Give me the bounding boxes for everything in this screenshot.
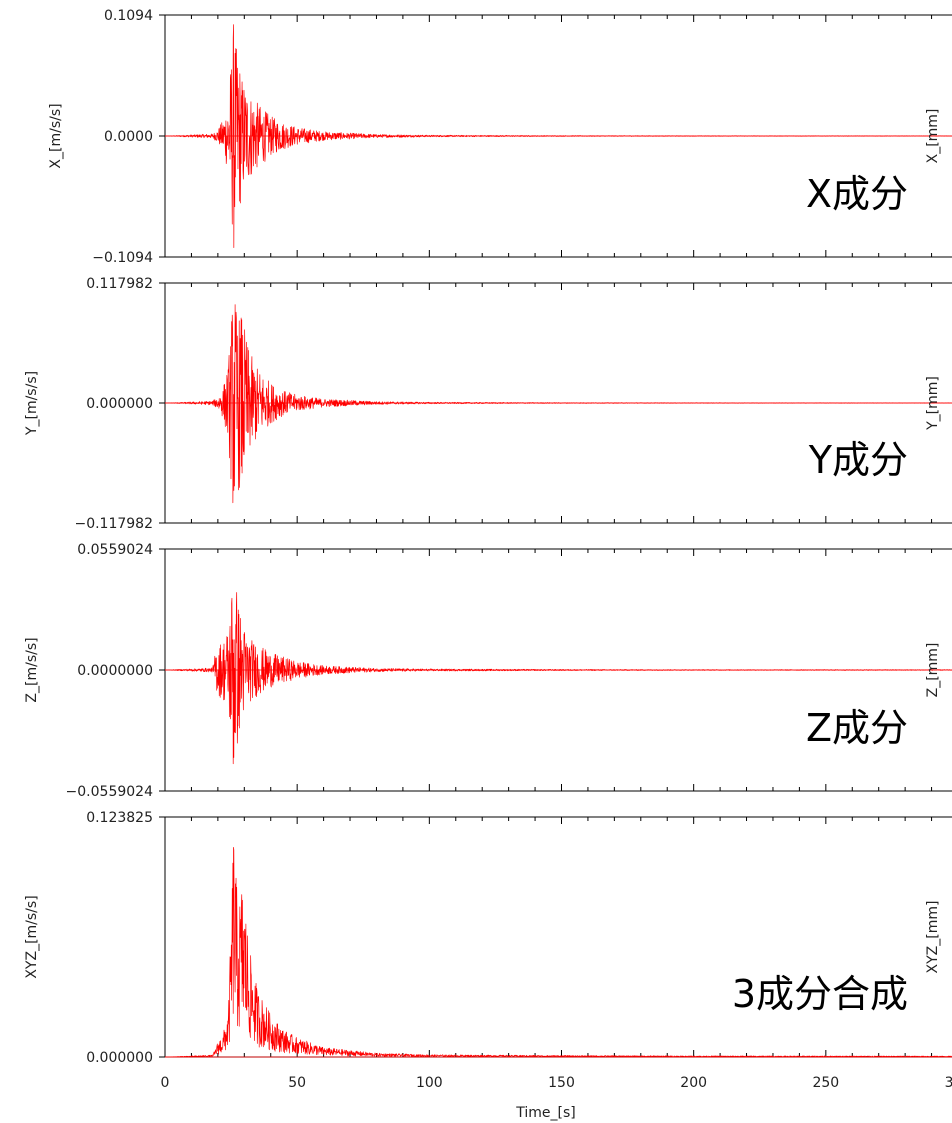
y-tick-label: −0.117982 <box>74 516 153 532</box>
y-tick-label: 0.117982 <box>86 276 153 292</box>
x-tick-label: 250 <box>812 1075 839 1091</box>
right-axis-label: Y_[mm] <box>925 376 941 431</box>
y-tick-label: −0.1094 <box>92 250 153 266</box>
x-tick-label: 100 <box>416 1075 443 1091</box>
y-axis-label: Z_[m/s/s] <box>24 637 40 702</box>
y-tick-label: −0.0559024 <box>66 784 154 800</box>
x-tick-label: 300 <box>945 1075 952 1091</box>
y-axis-label: Y_[m/s/s] <box>24 371 40 436</box>
component-annotation: X成分 <box>806 172 908 216</box>
plot-frame <box>164 816 952 1058</box>
y-tick-label: 0.1094 <box>104 8 153 24</box>
y-tick-label: 0.123825 <box>86 810 153 826</box>
y-tick-label: 0.000000 <box>86 1050 153 1066</box>
y-tick-label: 0.000000 <box>86 396 153 412</box>
x-tick-label: 50 <box>288 1075 306 1091</box>
panel-3: 0.0559024 0.0000000 −0.0559024 Z_[m/s/s] Z_[… <box>24 542 952 800</box>
panel-1: 0.1094 0.0000 −0.1094 X_[m/s/s] X_[mm] X成分 <box>48 8 952 266</box>
waveform-series <box>164 304 952 504</box>
x-tick-label: 200 <box>680 1075 707 1091</box>
panel-2: 0.117982 0.000000 −0.117982 Y_[m/s/s] Y_[mm]… <box>24 276 952 532</box>
right-axis-label: Z_[mm] <box>925 643 941 698</box>
waveform-series <box>164 592 952 765</box>
waveform-series <box>164 24 952 248</box>
y-axis-label: XYZ_[m/s/s] <box>24 895 40 978</box>
component-annotation: 3成分合成 <box>732 972 908 1016</box>
y-tick-label: 0.0000 <box>104 129 153 145</box>
y-tick-label: 0.0559024 <box>77 542 153 558</box>
y-tick-label: 0.0000000 <box>77 663 153 679</box>
x-axis-label: Time_[s] <box>515 1105 575 1121</box>
component-annotation: Y成分 <box>808 438 908 482</box>
component-annotation: Z成分 <box>806 706 908 750</box>
right-axis-label: XYZ_[mm] <box>925 901 941 974</box>
x-tick-label: 0 <box>161 1075 170 1091</box>
x-tick-label: 150 <box>548 1075 575 1091</box>
right-axis-label: X_[mm] <box>925 109 941 164</box>
waveform-series <box>164 846 952 1058</box>
panel-4: 0.123825 0.000000 XYZ_[m/s/s] XYZ_[mm] 3成分合成 <box>24 810 952 1066</box>
y-axis-label: X_[m/s/s] <box>48 103 64 168</box>
